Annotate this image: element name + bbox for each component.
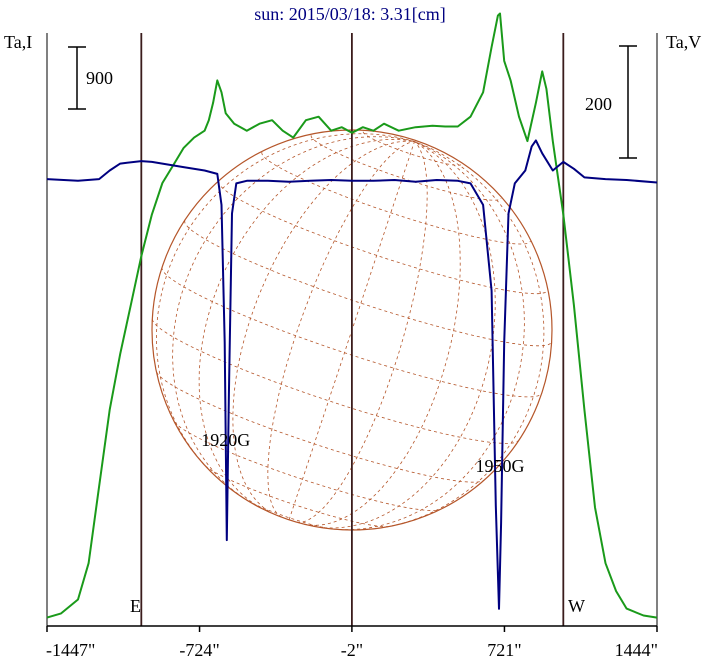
right-axis-label: Ta,V: [666, 32, 701, 52]
series-polarization-line: [46, 139, 658, 610]
disk-latitude-line: [246, 499, 335, 530]
x-tick-label: -724": [179, 640, 219, 660]
disk-longitude-line: [378, 141, 545, 529]
disk-latitude-line: [218, 181, 548, 295]
disk-latitude-line: [184, 220, 552, 347]
x-tick-label: -1447": [46, 640, 95, 660]
series-intensity-line: [46, 12, 658, 619]
x-tick-label: 1444": [615, 640, 658, 660]
chart-title: sun: 2015/03/18: 3.31[cm]: [254, 4, 446, 24]
disk-longitude-line: [296, 141, 428, 523]
annotation-label: 1920G: [201, 430, 250, 450]
disk-latitude-line: [151, 319, 519, 444]
disk-longitude-line: [288, 141, 415, 520]
disk-longitude-line: [267, 141, 415, 518]
disk-longitude-line: [155, 133, 415, 474]
annotations: 1920G 1950G: [201, 430, 524, 476]
east-label: E: [130, 596, 141, 616]
left-axis-label: Ta,I: [4, 32, 32, 52]
right-scale-value: 200: [585, 94, 612, 114]
left-scale-bar: 900: [68, 46, 113, 110]
disk-latitude-line: [204, 465, 389, 528]
annotation-label: 1950G: [476, 456, 525, 476]
disk-longitude-line: [198, 138, 415, 509]
disk-longitude-line: [304, 141, 461, 526]
disk-longitude-line: [232, 140, 415, 515]
disk-latitude-line: [174, 421, 440, 511]
series-lines: [46, 12, 658, 619]
x-tick-label: -2": [341, 640, 363, 660]
disk-latitude-line: [310, 135, 502, 201]
disk-latitude-line: [261, 152, 531, 245]
west-label: W: [568, 596, 585, 616]
x-axis-ticks: -1447" -724" -2" 721" 1444": [46, 626, 658, 660]
left-scale-value: 900: [86, 68, 113, 88]
x-tick-label: 721": [487, 640, 521, 660]
right-scale-bar: 200: [585, 45, 637, 159]
disk-longitude-line: [317, 141, 496, 529]
solar-disk: [151, 129, 553, 531]
